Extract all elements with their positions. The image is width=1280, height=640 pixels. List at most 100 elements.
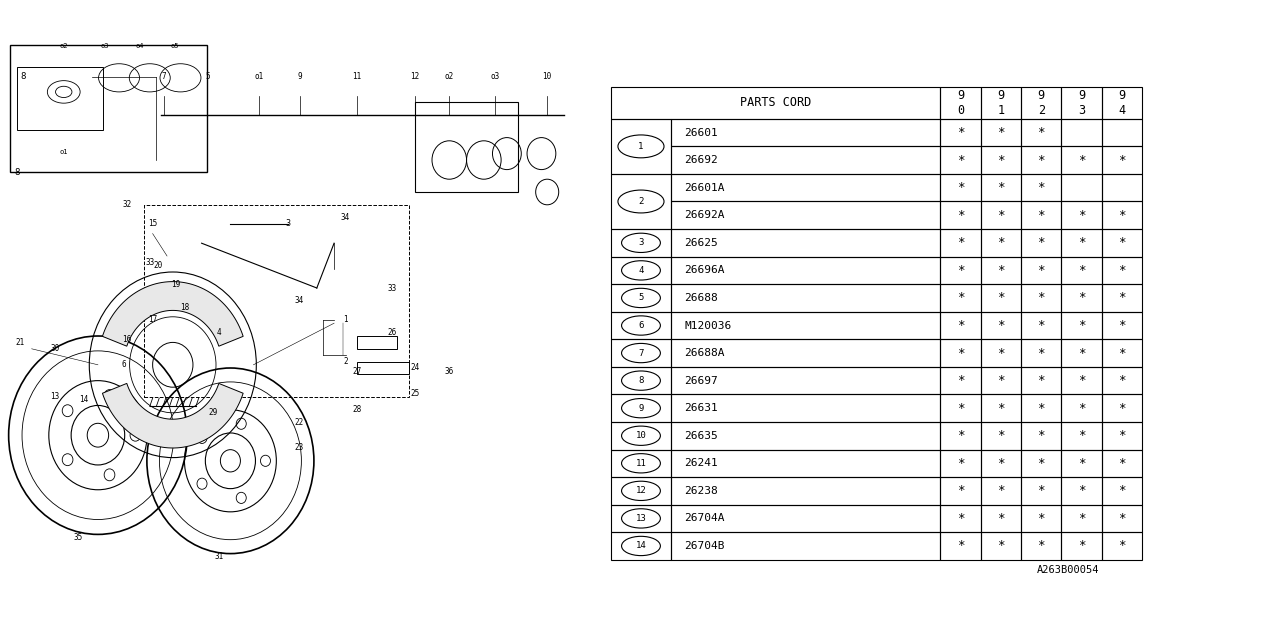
Text: *: * [957,347,964,360]
Text: *: * [1119,374,1125,387]
Text: 8: 8 [639,376,644,385]
Text: *: * [1078,291,1085,305]
Bar [612,339,671,367]
Bar [612,367,671,394]
Text: *: * [1038,264,1044,277]
Bar [1102,477,1142,504]
Bar [415,102,518,192]
Text: 31: 31 [214,552,224,561]
Text: 8: 8 [14,168,19,177]
Bar [671,367,941,394]
Text: 29: 29 [209,408,218,417]
Text: *: * [1078,484,1085,497]
Text: *: * [1119,154,1125,166]
Bar [612,119,671,174]
Bar [671,532,941,560]
Bar [1021,422,1061,449]
Bar [671,202,941,229]
Bar [1021,477,1061,504]
Text: *: * [997,512,1005,525]
Text: *: * [957,264,964,277]
Text: *: * [1038,402,1044,415]
Text: *: * [997,347,1005,360]
Bar [671,229,941,257]
Bar [980,284,1021,312]
Text: *: * [1119,347,1125,360]
Text: 36: 36 [444,367,454,376]
Bar [1061,339,1102,367]
Text: *: * [997,181,1005,194]
Text: *: * [1038,209,1044,222]
Bar [941,532,980,560]
Bar [671,312,941,339]
Text: 6: 6 [122,360,127,369]
Bar [612,504,671,532]
Text: 6: 6 [639,321,644,330]
Text: 4: 4 [639,266,644,275]
Bar [980,504,1021,532]
Text: o3: o3 [100,44,109,49]
Text: 26625: 26625 [684,238,718,248]
Text: *: * [1038,374,1044,387]
Text: *: * [1038,347,1044,360]
Bar [1102,147,1142,174]
Text: *: * [1078,540,1085,552]
Text: 26696A: 26696A [684,266,724,275]
Bar [1061,504,1102,532]
Text: 35: 35 [73,533,82,542]
Bar [671,422,941,449]
Bar [1061,86,1102,119]
Bar [671,284,941,312]
Bar [980,119,1021,147]
Text: *: * [1119,209,1125,222]
Text: *: * [957,319,964,332]
Bar [1021,367,1061,394]
Bar [1021,504,1061,532]
Bar [1021,257,1061,284]
Bar [1102,202,1142,229]
Text: 26635: 26635 [684,431,718,441]
Text: 26241: 26241 [684,458,718,468]
Bar [980,174,1021,202]
Bar [612,86,941,119]
Bar [941,147,980,174]
Text: 10: 10 [543,72,552,81]
Text: *: * [1078,264,1085,277]
Text: 26704A: 26704A [684,513,724,524]
Text: *: * [1119,512,1125,525]
Text: 26238: 26238 [684,486,718,496]
Text: *: * [957,512,964,525]
Text: *: * [997,402,1005,415]
Text: o5: o5 [170,44,179,49]
Text: 1: 1 [343,316,348,324]
Text: *: * [1078,457,1085,470]
Text: *: * [1119,236,1125,250]
Text: 7: 7 [639,349,644,358]
Bar [1102,504,1142,532]
Text: *: * [997,429,1005,442]
Text: *: * [1078,347,1085,360]
Text: *: * [997,264,1005,277]
Text: 27: 27 [352,367,362,376]
Bar [1061,449,1102,477]
Text: *: * [957,181,964,194]
Text: *: * [1078,374,1085,387]
Bar [1021,284,1061,312]
Text: *: * [1119,484,1125,497]
Text: 26631: 26631 [684,403,718,413]
Bar [980,147,1021,174]
Text: PARTS CORD: PARTS CORD [740,96,812,109]
Text: 7: 7 [161,72,166,81]
Text: *: * [957,291,964,305]
Bar [1061,202,1102,229]
Bar [980,367,1021,394]
Text: 9
4: 9 4 [1119,89,1125,116]
Bar [671,339,941,367]
Bar [941,477,980,504]
Text: 34: 34 [294,296,305,305]
Bar [980,257,1021,284]
Text: *: * [1038,291,1044,305]
Bar [612,422,671,449]
Polygon shape [102,383,243,448]
Bar [980,422,1021,449]
